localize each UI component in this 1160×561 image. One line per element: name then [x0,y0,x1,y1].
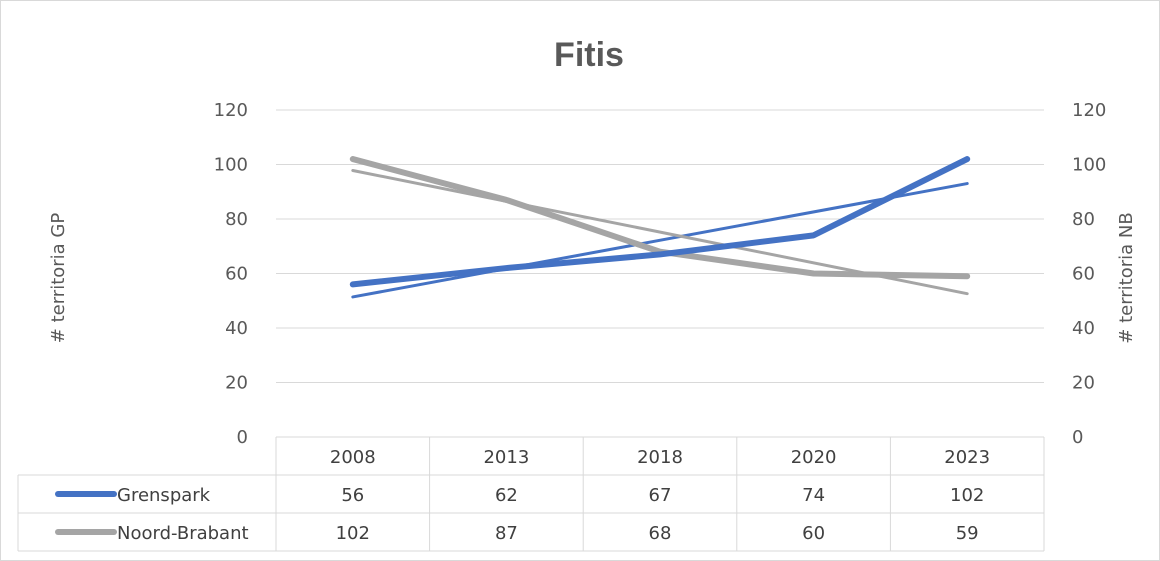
chart-title: Fitis [554,36,624,74]
x-tick-label: 2018 [637,447,683,468]
y-tick-left: 60 [225,264,248,285]
y-tick-left: 120 [214,100,248,121]
data-table: 2008 2013 2018 2020 2023 Grenspark 56 62 67 74 102… [17,437,1045,552]
series-line-grenspark [349,156,971,288]
gridlines [276,109,1044,438]
y-tick-right: 0 [1072,427,1083,448]
data-label: 102 [950,485,984,506]
legend-entry: Noord-Brabant [117,523,249,544]
data-label: 60 [802,523,825,544]
data-label: 56 [341,485,364,506]
y-tick-right: 120 [1072,100,1106,121]
y-tick-right: 40 [1072,318,1095,339]
data-label: 67 [649,485,672,506]
axis-ticks: 0 0 20 20 40 40 60 60 80 80 100 100 120 120 [214,100,1107,448]
legend-entry: Grenspark [117,485,211,506]
y-tick-left: 0 [237,427,248,448]
data-label: 59 [956,523,979,544]
x-tick-label: 2020 [791,447,837,468]
y-axis-right-label: # territoria NB [1116,212,1137,343]
trendline-grenspark [351,182,969,299]
x-tick-label: 2008 [330,447,376,468]
y-tick-right: 60 [1072,264,1095,285]
y-axis-left-label: # territoria GP [48,213,69,344]
y-tick-right: 80 [1072,209,1095,230]
data-label: 87 [495,523,518,544]
series-lines [349,156,971,288]
data-label: 68 [649,523,672,544]
data-label: 74 [802,485,825,506]
y-tick-left: 100 [214,155,248,176]
y-tick-right: 20 [1072,373,1095,394]
data-label: 62 [495,485,518,506]
x-tick-label: 2013 [483,447,529,468]
data-label: 102 [336,523,370,544]
y-tick-left: 40 [225,318,248,339]
x-tick-label: 2023 [944,447,990,468]
y-tick-right: 100 [1072,155,1106,176]
y-tick-left: 80 [225,209,248,230]
y-tick-left: 20 [225,373,248,394]
